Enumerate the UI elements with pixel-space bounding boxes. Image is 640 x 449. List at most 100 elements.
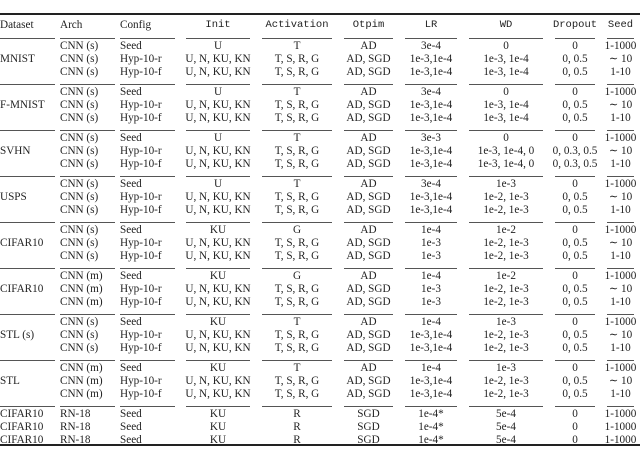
cell-seed: ∼ 10 — [608, 53, 633, 65]
cell-dropout: 0, 0.5 — [562, 388, 588, 400]
table-row: CNN (s) Hyp-10-r U, N, KU, KN T, S, R, G AD,… — [0, 329, 640, 342]
cell-config: Hyp-10-r — [120, 53, 162, 65]
cell-arch: CNN (s) — [60, 237, 99, 249]
cell-config: Seed — [120, 421, 142, 433]
cell-dropout: 0, 0.5 — [562, 250, 588, 262]
cmidrule — [405, 405, 457, 407]
cell-activation: T, S, R, G — [274, 204, 320, 216]
cell-wd: 0 — [503, 132, 509, 144]
cmidrule — [405, 175, 457, 177]
dataset-label: USPS — [0, 191, 27, 203]
cell-activation: T — [293, 362, 301, 374]
table-row: CNN (s) Hyp-10-r U, N, KU, KN T, S, R, G AD,… — [0, 145, 640, 158]
cmidrule — [405, 221, 457, 223]
cell-seed: 1-1000 — [604, 178, 637, 190]
cell-config: Hyp-10-f — [120, 296, 162, 308]
group-rule — [0, 125, 640, 132]
cell-seed: 1-10 — [610, 158, 631, 170]
cell-arch: CNN (s) — [60, 132, 99, 144]
cell-seed: 1-10 — [610, 342, 631, 354]
cell-activation: T, S, R, G — [274, 237, 320, 249]
cell-dropout: 0 — [572, 270, 578, 282]
cell-otpim: AD, SGD — [346, 388, 391, 400]
cell-wd: 0 — [503, 86, 509, 98]
cell-wd: 1e-3 — [496, 178, 516, 190]
cell-init: U — [213, 86, 223, 98]
cmidrule — [469, 83, 543, 85]
column-header: Dropout — [552, 19, 598, 31]
cmidrule — [344, 221, 393, 223]
table-row: CNN (s) Hyp-10-f U, N, KU, KN T, S, R, G AD,… — [0, 250, 640, 263]
cell-arch: CNN (s) — [60, 112, 99, 124]
cmidrule — [0, 221, 55, 223]
cell-arch: CNN (s) — [60, 99, 99, 111]
cell-init: KU — [209, 270, 227, 282]
cmidrule — [607, 175, 634, 177]
cell-init: U, N, KU, KN — [185, 99, 251, 111]
column-header: Activation — [265, 19, 329, 31]
cell-init: U — [213, 40, 223, 52]
cell-config: Hyp-10-r — [120, 191, 162, 203]
cell-wd: 1e-3, 1e-4 — [483, 99, 529, 111]
cmidrule — [607, 83, 634, 85]
cell-arch: CNN (s) — [60, 224, 99, 236]
cell-config: Seed — [120, 40, 142, 52]
cell-config: Hyp-10-r — [120, 329, 162, 341]
cmidrule — [120, 129, 175, 131]
cell-arch: CNN (s) — [60, 316, 99, 328]
cell-init: U, N, KU, KN — [185, 112, 251, 124]
cell-dropout: 0 — [572, 178, 578, 190]
cell-config: Hyp-10-f — [120, 158, 162, 170]
cmidrule — [555, 37, 595, 39]
cell-otpim: AD, SGD — [346, 375, 391, 387]
cell-dropout: 0, 0.3, 0.5 — [552, 145, 598, 157]
cell-activation: T — [293, 316, 301, 328]
cell-otpim: AD, SGD — [346, 158, 391, 170]
cell-activation: G — [292, 270, 302, 282]
cell-activation: T, S, R, G — [274, 66, 320, 78]
cmidrule — [405, 83, 457, 85]
cell-seed: 1-1000 — [604, 421, 637, 433]
cmidrule — [120, 37, 175, 39]
cell-config: Seed — [120, 434, 142, 446]
cell-activation: T, S, R, G — [274, 158, 320, 170]
cell-otpim: AD, SGD — [346, 112, 391, 124]
bottom-rule — [0, 444, 640, 446]
cell-config: Seed — [120, 132, 142, 144]
cmidrule — [469, 129, 543, 131]
cmidrule — [0, 267, 55, 269]
cmidrule — [0, 129, 55, 131]
cmidrule — [60, 175, 115, 177]
cmidrule — [60, 313, 115, 315]
cell-otpim: AD — [360, 270, 377, 282]
cell-init: U, N, KU, KN — [185, 283, 251, 295]
cell-config: Hyp-10-f — [120, 342, 162, 354]
table-row: CNN (m) Hyp-10-f U, N, KU, KN T, S, R, G AD,… — [0, 296, 640, 309]
cmidrule — [262, 129, 332, 131]
cmidrule — [607, 405, 634, 407]
cell-lr: 1e-3,1e-4 — [409, 375, 453, 387]
cell-lr: 1e-3,1e-4 — [409, 66, 453, 78]
top-rule — [0, 13, 640, 15]
cmidrule — [262, 405, 332, 407]
cell-arch: CNN (s) — [60, 86, 99, 98]
cell-wd: 1e-3, 1e-4 — [483, 112, 529, 124]
table-row: CNN (m) Hyp-10-r U, N, KU, KN T, S, R, G AD,… — [0, 283, 640, 296]
cmidrule — [262, 313, 332, 315]
cell-init: KU — [209, 408, 227, 420]
cell-dropout: 0, 0.5 — [562, 342, 588, 354]
table-row: CIFAR10 RN-18 Seed KU R SGD 1e-4* 5e-4 0 1-1000 — [0, 408, 640, 421]
cell-init: U, N, KU, KN — [185, 66, 251, 78]
cell-otpim: SGD — [357, 434, 380, 446]
cell-init: KU — [209, 421, 227, 433]
cell-config: Seed — [120, 178, 142, 190]
cmidrule — [60, 267, 115, 269]
cmidrule — [262, 221, 332, 223]
cell-arch: CNN (s) — [60, 178, 99, 190]
cmidrule — [344, 267, 393, 269]
cell-dropout: 0 — [572, 224, 578, 236]
cell-activation: R — [293, 421, 301, 433]
cell-seed: 1-10 — [610, 250, 631, 262]
cell-seed: 1-1000 — [604, 40, 637, 52]
cell-seed: 1-1000 — [604, 408, 637, 420]
